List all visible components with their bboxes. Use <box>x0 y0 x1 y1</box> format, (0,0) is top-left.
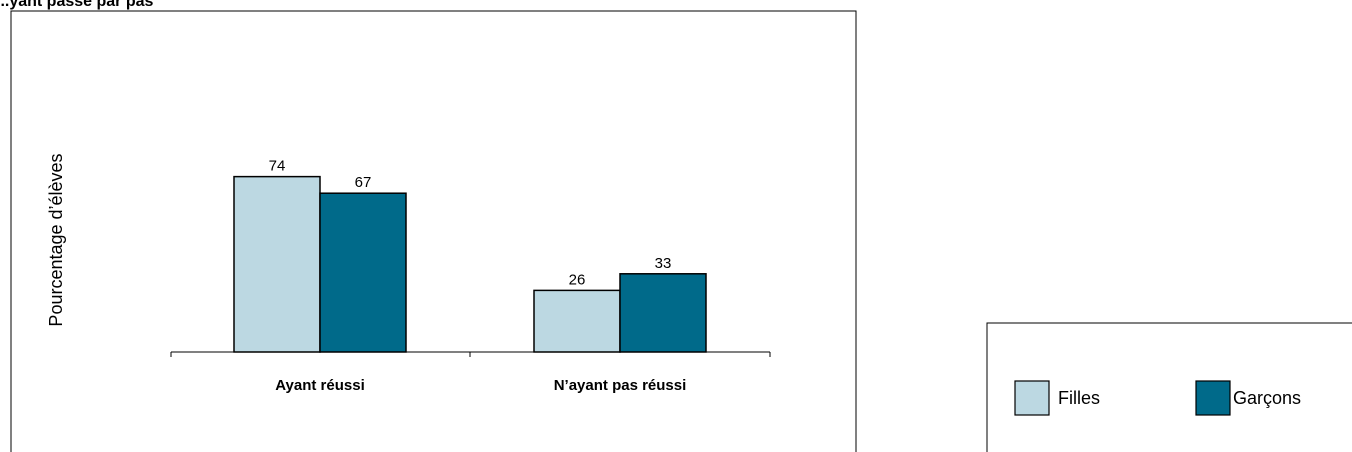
legend-label-garcons: Garçons <box>1233 388 1301 408</box>
legend-swatch-filles <box>1014 380 1050 416</box>
bars-group: 74 67 26 33 <box>233 158 707 353</box>
bar-filles-ayant-reussi <box>233 175 321 353</box>
value-label-garcons-ayant-reussi: 67 <box>355 174 372 191</box>
legend-label-filles: Filles <box>1058 388 1100 408</box>
bar-garcons-ayant-reussi <box>319 192 407 353</box>
category-label-nayant-pas-reussi: N’ayant pas réussi <box>554 377 687 394</box>
category-label-ayant-reussi: Ayant réussi <box>275 377 364 394</box>
bar-garcons-n-ayant-pas-reussi <box>619 273 707 353</box>
bar-filles-n-ayant-pas-reussi <box>533 289 621 353</box>
chart-title: ...yant passé par pas <box>0 0 154 10</box>
value-label-garcons-n-ayant-pas-reussi: 33 <box>655 255 672 272</box>
legend-swatch-garcons <box>1195 380 1231 416</box>
plot-frame <box>10 10 857 452</box>
value-label-filles-n-ayant-pas-reussi: 26 <box>569 271 586 288</box>
value-label-filles-ayant-reussi: 74 <box>269 158 286 175</box>
y-axis-label: Pourcentage d’élèves <box>46 153 66 326</box>
